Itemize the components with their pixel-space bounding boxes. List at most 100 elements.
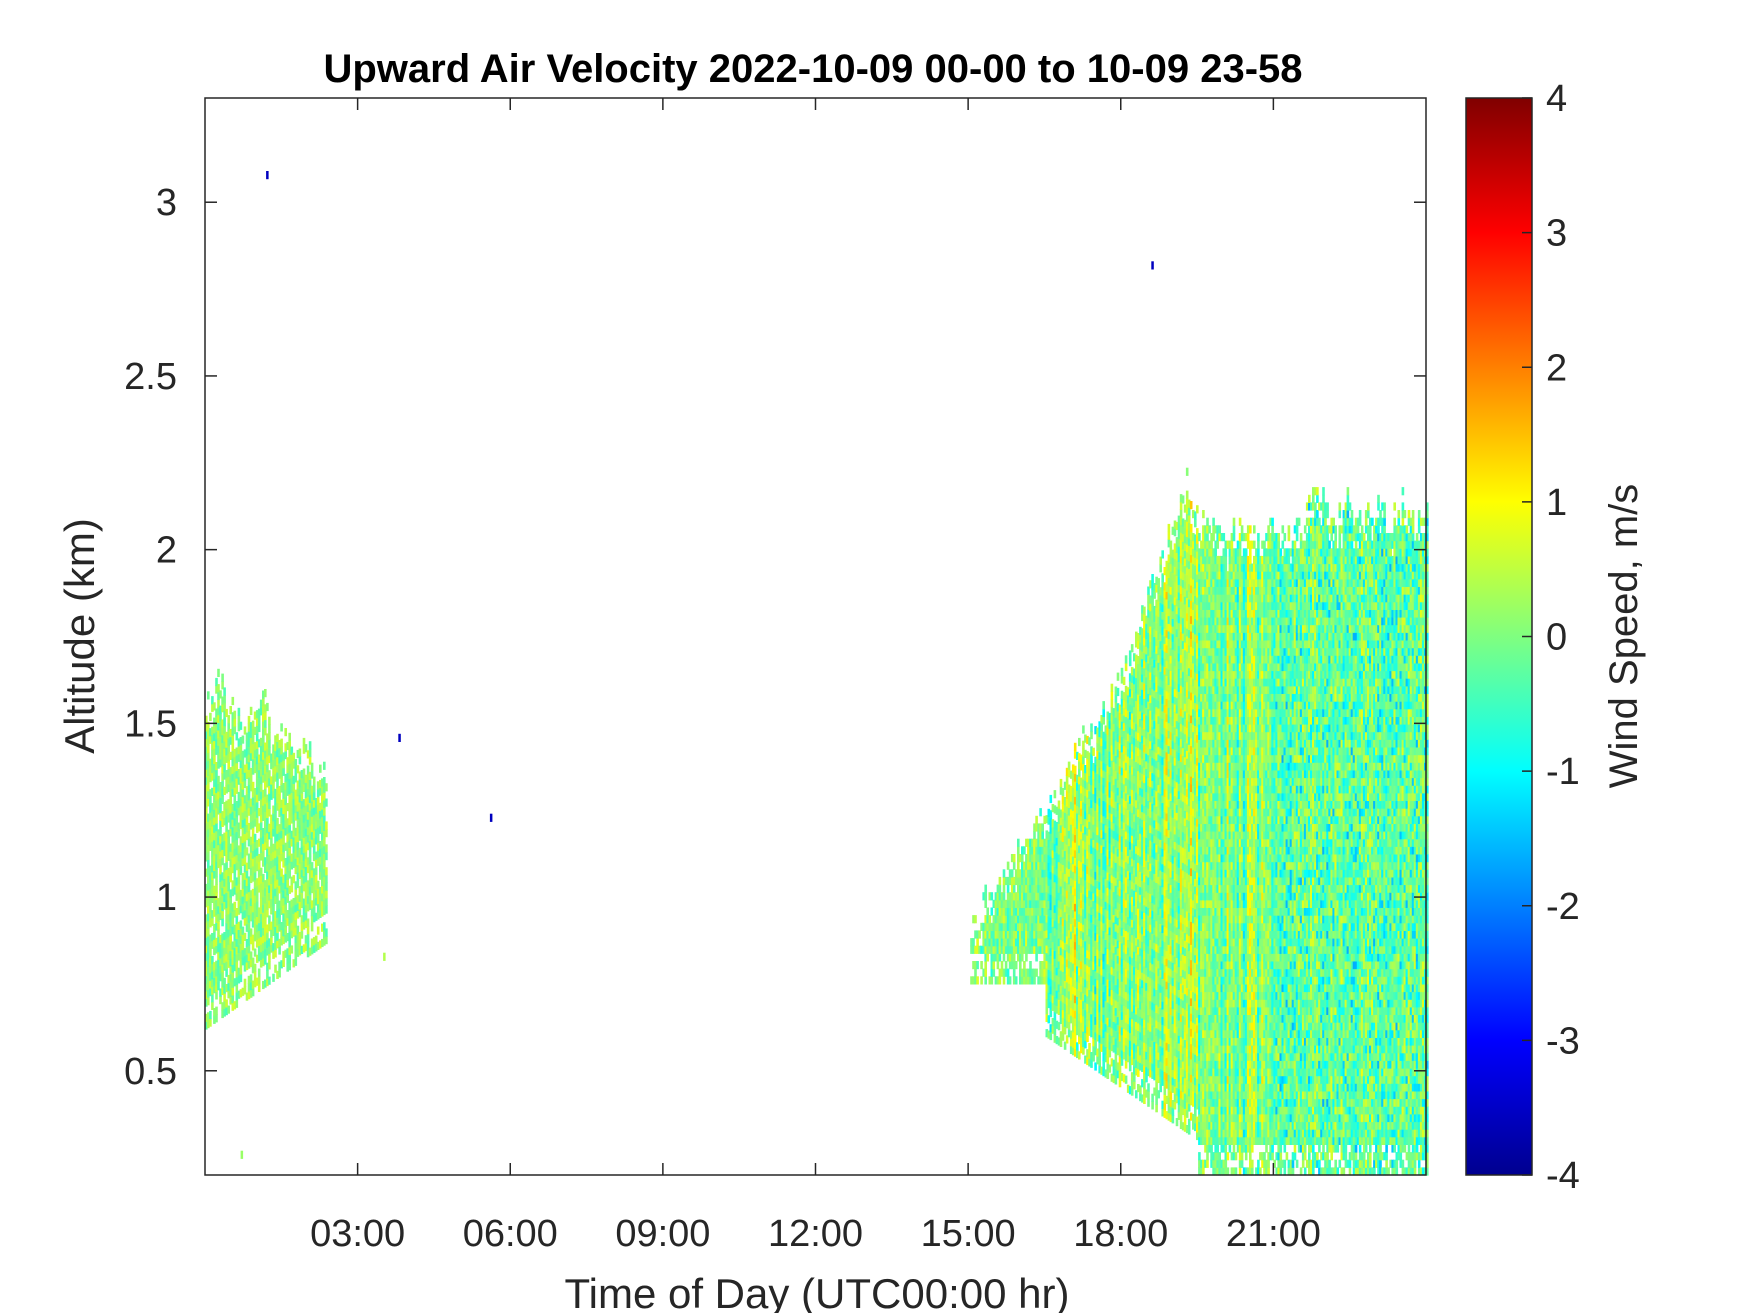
heatmap-cell [1003,892,1006,900]
heatmap-cell [217,669,220,677]
heatmap-cell [209,1019,212,1027]
heatmap-cell [1033,976,1036,984]
heatmap-cell [282,959,285,967]
heatmap-cell [984,976,987,984]
heatmap-cell [221,918,224,926]
heatmap-cell [288,962,291,970]
heatmap-cell [1015,961,1018,969]
heatmap-cell [258,724,261,732]
heatmap-cell [207,691,210,699]
heatmap-cell [227,715,230,723]
heatmap-cell [221,674,224,682]
heatmap-cell [325,936,328,944]
heatmap-cell [325,928,328,936]
heatmap-cell [223,718,226,726]
heatmap-cell [980,976,983,984]
heatmap-cell [252,988,255,996]
heatmap-cell [1088,1043,1091,1051]
heatmap-cell [288,954,291,962]
heatmap-cell [309,741,312,749]
heatmap-cell [1068,762,1071,770]
heatmap-cell [1102,701,1105,709]
heatmap-cell [268,961,271,969]
heatmap-cell [325,821,328,829]
heatmap-cell [284,728,287,736]
heatmap-cell [215,1014,218,1022]
heatmap-cell [984,969,987,977]
heatmap-cell [227,1006,230,1014]
heatmap-cell [1054,790,1057,798]
heatmap-cell [309,848,312,856]
heatmap-cell [984,885,987,893]
heatmap-cell [311,763,314,771]
heatmap-cell [268,740,271,748]
heatmap-cell [1023,846,1026,854]
heatmap-cell [238,708,241,716]
heatmap-cell [313,784,316,792]
heatmap-cell [215,1007,218,1015]
heatmap-cell [242,736,245,744]
heatmap-cell [268,977,271,985]
heatmap-cell [325,906,328,914]
heatmap-cell [325,883,328,891]
heatmap-cell [1123,677,1126,685]
heatmap-cell [1009,976,1012,984]
heatmap-cell [984,961,987,969]
heatmap-cell [976,938,979,946]
heatmap-cell [1019,961,1022,969]
heatmap-cell [240,966,243,974]
heatmap-cell [1017,839,1020,847]
heatmap-cell [1021,953,1024,961]
heatmap-cell [1025,953,1028,961]
heatmap-cell [991,976,994,984]
heatmap-cell [999,953,1002,961]
heatmap-cell [236,1000,239,1008]
heatmap-cell [1039,808,1042,816]
heatmap-cell [325,829,328,837]
heatmap-cell [1003,869,1006,877]
heatmap-cell [325,852,328,860]
heatmap-cell [976,961,979,969]
heatmap-cell [1041,823,1044,831]
heatmap-cell [272,974,275,982]
heatmap-cell [984,900,987,908]
heatmap-cell [268,954,271,962]
heatmap-cell [1011,869,1014,877]
heatmap-cell [309,749,312,757]
heatmap-cell [325,890,328,898]
heatmap-cell [291,945,294,953]
heatmap-cell [301,931,304,939]
heatmap-cell [1029,961,1032,969]
heatmap-cell [215,869,218,877]
heatmap-cell [268,724,271,732]
heatmap-cell [1017,846,1020,854]
heatmap-cell [1147,1083,1150,1091]
heatmap-cell [989,915,992,923]
heatmap-cell [1058,801,1061,809]
heatmap-cell [307,934,310,942]
heatmap-cell [288,733,291,741]
heatmap-cell [1151,574,1154,582]
heatmap-cell [1082,725,1085,733]
heatmap-cell [282,760,285,768]
heatmap-cell [1147,1099,1150,1107]
heatmap-cell [1159,564,1162,572]
heatmap-cell [254,964,257,972]
heatmap-cell [223,695,226,703]
heatmap-cell [974,969,977,977]
heatmap-cell [209,713,212,721]
heatmap-cell [280,723,283,731]
heatmap-cell [244,979,247,987]
heatmap-cell [999,976,1002,984]
heatmap-cell [323,762,326,770]
heatmap-cell [1003,976,1006,984]
heatmap-cell [313,777,316,785]
heatmap-cell [978,930,981,938]
heatmap-cell [986,953,989,961]
heatmap-cell [1121,668,1124,676]
heatmap-cell [232,735,235,743]
heatmap-cell [264,689,267,697]
heatmap-cell [278,969,281,977]
heatmap-cell [1125,663,1128,671]
heatmap-cell [207,997,210,1005]
